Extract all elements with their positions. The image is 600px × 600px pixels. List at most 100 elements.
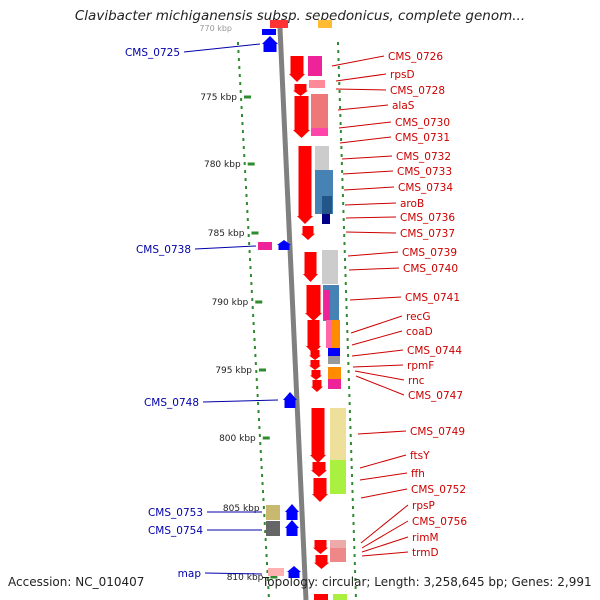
label-leader (343, 186, 395, 191)
gene-label-text: aroB (400, 198, 424, 210)
category-box (328, 379, 341, 389)
track-dot (243, 154, 246, 157)
label-leader (354, 370, 405, 381)
track-dot (341, 178, 344, 181)
gene-arrow (283, 392, 297, 408)
gene-arrow (277, 240, 291, 250)
gene-arrow (289, 56, 305, 82)
track-dot (255, 370, 258, 373)
track-dot (257, 410, 260, 413)
category-box (315, 146, 329, 170)
gene-feature (268, 568, 284, 576)
right-gene-label: CMS_0744 (351, 345, 462, 357)
gene-label-text: rimM (412, 532, 439, 544)
track-dot (260, 466, 263, 469)
gene-arrow (285, 504, 299, 520)
gene-label-text: ftsY (410, 450, 430, 462)
track-dot (249, 258, 252, 261)
left-gene-label: CMS_0753 (148, 507, 262, 519)
scale-tick-label: 770 kbp (199, 24, 232, 33)
label-leader (359, 472, 408, 481)
gene-arrow (306, 320, 321, 354)
scale-tick-label: 795 kbp (215, 366, 252, 376)
category-box (322, 250, 338, 284)
track-dot (258, 426, 261, 429)
label-leader (342, 170, 394, 175)
track-dot (247, 234, 250, 237)
label-leader (355, 375, 405, 396)
track-dot (343, 234, 346, 237)
track-dot (266, 578, 269, 581)
track-dot (342, 218, 345, 221)
right-gene-label: CMS_0749 (357, 426, 465, 438)
gene-label-text: CMS_0734 (398, 182, 453, 194)
label-leader (349, 296, 402, 301)
gene-arrow (305, 285, 322, 321)
label-leader (361, 536, 409, 553)
track-dot (239, 82, 242, 85)
track-dot (348, 410, 351, 413)
label-leader (183, 43, 261, 53)
track-dot (252, 322, 255, 325)
track-dot (339, 130, 342, 133)
track-dot (341, 186, 344, 189)
gene-label-text: CMS_0747 (408, 390, 463, 402)
gene-feature (270, 20, 288, 28)
gene-arrow (309, 350, 321, 360)
track-dot (354, 586, 357, 589)
gene-label-text: CMS_0732 (396, 151, 451, 163)
track-dot (350, 458, 353, 461)
track-dot (260, 458, 263, 461)
track-dot (338, 90, 341, 93)
gene-label-text: CMS_0730 (395, 117, 450, 129)
right-gene-label: aroB (344, 198, 424, 210)
track-dot (341, 170, 344, 173)
track-dot (244, 170, 247, 173)
genome-backbone (277, 27, 309, 600)
track-dot (337, 50, 340, 53)
track-dot (241, 130, 244, 133)
gene-label-text: CMS_0728 (390, 85, 445, 97)
track-dot (250, 282, 253, 285)
right-gene-label: rpmF (352, 360, 434, 372)
track-dot (344, 274, 347, 277)
track-dot (249, 274, 252, 277)
track-dot (346, 338, 349, 341)
track-dot (340, 146, 343, 149)
track-dot (253, 338, 256, 341)
track-dot (351, 490, 354, 493)
category-box (330, 460, 346, 494)
track-dot (344, 282, 347, 285)
track-dot (264, 538, 267, 541)
track-dot (345, 306, 348, 309)
gene-arrow (293, 96, 310, 138)
gene-arrow (310, 408, 326, 463)
track-dot (247, 226, 250, 229)
track-dot (337, 42, 339, 45)
category-box (330, 548, 346, 562)
right-gene-label: CMS_0731 (339, 132, 450, 144)
track-dot (337, 58, 340, 61)
track-dot (254, 362, 257, 365)
scale-tick-label: 780 kbp (204, 160, 241, 170)
track-dot (259, 450, 262, 453)
right-gene-label: CMS_0747 (355, 375, 463, 402)
right-gene-label: CMS_0740 (348, 263, 458, 275)
label-leader (337, 104, 389, 111)
accession-text: Accession: NC_010407 (8, 575, 145, 589)
track-dot (354, 578, 357, 581)
track-dot (255, 378, 258, 381)
track-dot (238, 74, 241, 77)
track-dot (340, 162, 343, 165)
track-dot (237, 42, 239, 45)
category-box (330, 540, 346, 548)
scale-tick (251, 231, 259, 235)
label-leader (352, 364, 404, 368)
track-dot (242, 138, 245, 141)
track-dot (238, 66, 241, 69)
track-dot (353, 562, 356, 565)
label-leader (361, 520, 409, 549)
gene-label-text: CMS_0739 (402, 247, 457, 259)
track-dot (347, 370, 350, 373)
